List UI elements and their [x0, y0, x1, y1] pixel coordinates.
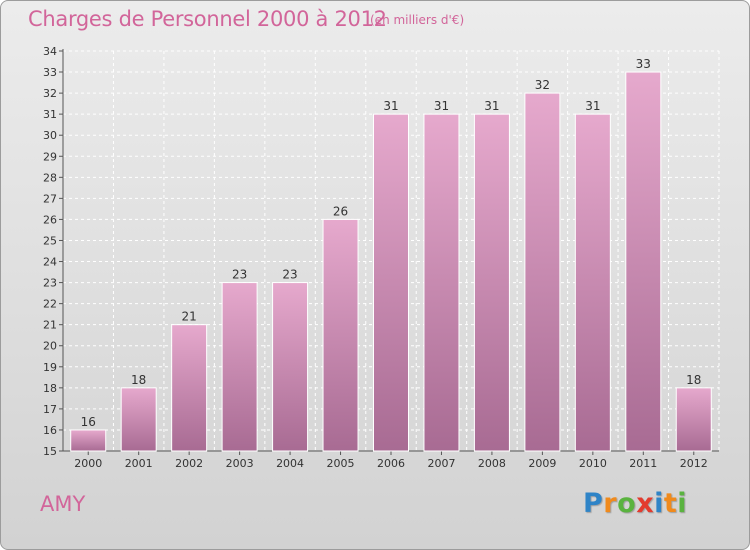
x-tick-label: 2006 [377, 457, 405, 470]
bar-2012 [675, 387, 712, 452]
axes: 15 16 17 18 19 20 21 22 23 24 25 26 27 28 29 30 31 32 33 34… [43, 45, 719, 470]
data-label: 31 [434, 99, 449, 113]
x-tick-label: 2004 [276, 457, 304, 470]
data-label: 18 [131, 373, 146, 387]
logo-letter: r [603, 488, 618, 519]
logo-letter: t [663, 488, 678, 519]
bar-2011 [625, 71, 662, 452]
logo-letter: x [636, 488, 655, 519]
chart-title: Charges de Personnel 2000 à 2012 [28, 7, 387, 31]
logo-letter: i [677, 488, 688, 519]
data-label: 31 [383, 99, 398, 113]
data-label: 16 [81, 415, 96, 429]
chart-unit-label: (en milliers d'€) [370, 13, 465, 27]
data-label: 26 [333, 204, 348, 218]
y-tick-label: 32 [43, 87, 57, 100]
y-tick-label: 15 [43, 445, 57, 458]
y-tick-label: 16 [43, 424, 57, 437]
y-tick-label: 29 [43, 150, 57, 163]
bar-2002 [171, 324, 208, 452]
x-tick-label: 2001 [125, 457, 153, 470]
bar-2009 [524, 92, 561, 452]
bar-2010 [574, 113, 611, 452]
y-tick-label: 22 [43, 298, 57, 311]
commune-name: AMY [40, 492, 86, 516]
logo-letter: P [583, 488, 604, 519]
bar-2008 [473, 113, 510, 452]
y-tick-label: 31 [43, 108, 57, 121]
data-label: 23 [232, 268, 247, 282]
data-label: 33 [636, 57, 651, 71]
bar-2003 [221, 282, 258, 452]
y-tick-label: 23 [43, 277, 57, 290]
x-tick-label: 2009 [528, 457, 556, 470]
bar-2000 [70, 429, 107, 452]
x-tick-label: 2011 [629, 457, 657, 470]
logo-letter: i [654, 488, 664, 519]
bar-2007 [423, 113, 460, 452]
x-tick-label: 2005 [327, 457, 355, 470]
y-tick-label: 20 [43, 340, 57, 353]
y-tick-label: 17 [43, 403, 57, 416]
y-tick-label: 24 [43, 256, 57, 269]
data-label: 31 [585, 99, 600, 113]
bar-2005 [322, 218, 359, 452]
y-tick-label: 26 [43, 213, 57, 226]
y-tick-label: 30 [43, 129, 57, 142]
logo-letter: o [617, 488, 637, 519]
y-tick-label: 33 [43, 66, 57, 79]
data-label: 32 [535, 78, 550, 92]
y-tick-label: 21 [43, 319, 57, 332]
y-tick-label: 19 [43, 361, 57, 374]
x-tick-label: 2010 [579, 457, 607, 470]
y-tick-label: 18 [43, 382, 57, 395]
bar-2006 [373, 113, 409, 452]
y-tick-label: 27 [43, 192, 57, 205]
x-tick-label: 2003 [226, 457, 254, 470]
data-label: 31 [484, 99, 499, 113]
bars [70, 71, 712, 452]
data-labels: 16 18 21 23 23 26 31 31 31 32 31 33 18 [81, 57, 702, 429]
x-tick-label: 2002 [175, 457, 203, 470]
bar-2001 [120, 387, 157, 452]
x-tick-label: 2007 [427, 457, 455, 470]
data-label: 21 [182, 310, 197, 324]
x-tick-label: 2000 [74, 457, 102, 470]
x-tick-label: 2008 [478, 457, 506, 470]
y-tick-label: 25 [43, 234, 57, 247]
y-tick-label: 28 [43, 171, 57, 184]
x-tick-label: 2012 [680, 457, 708, 470]
bar-2004 [272, 282, 309, 452]
data-label: 23 [282, 268, 297, 282]
y-tick-label: 34 [43, 45, 57, 58]
data-label: 18 [686, 373, 701, 387]
proxiti-logo: Proxiti [583, 488, 687, 519]
